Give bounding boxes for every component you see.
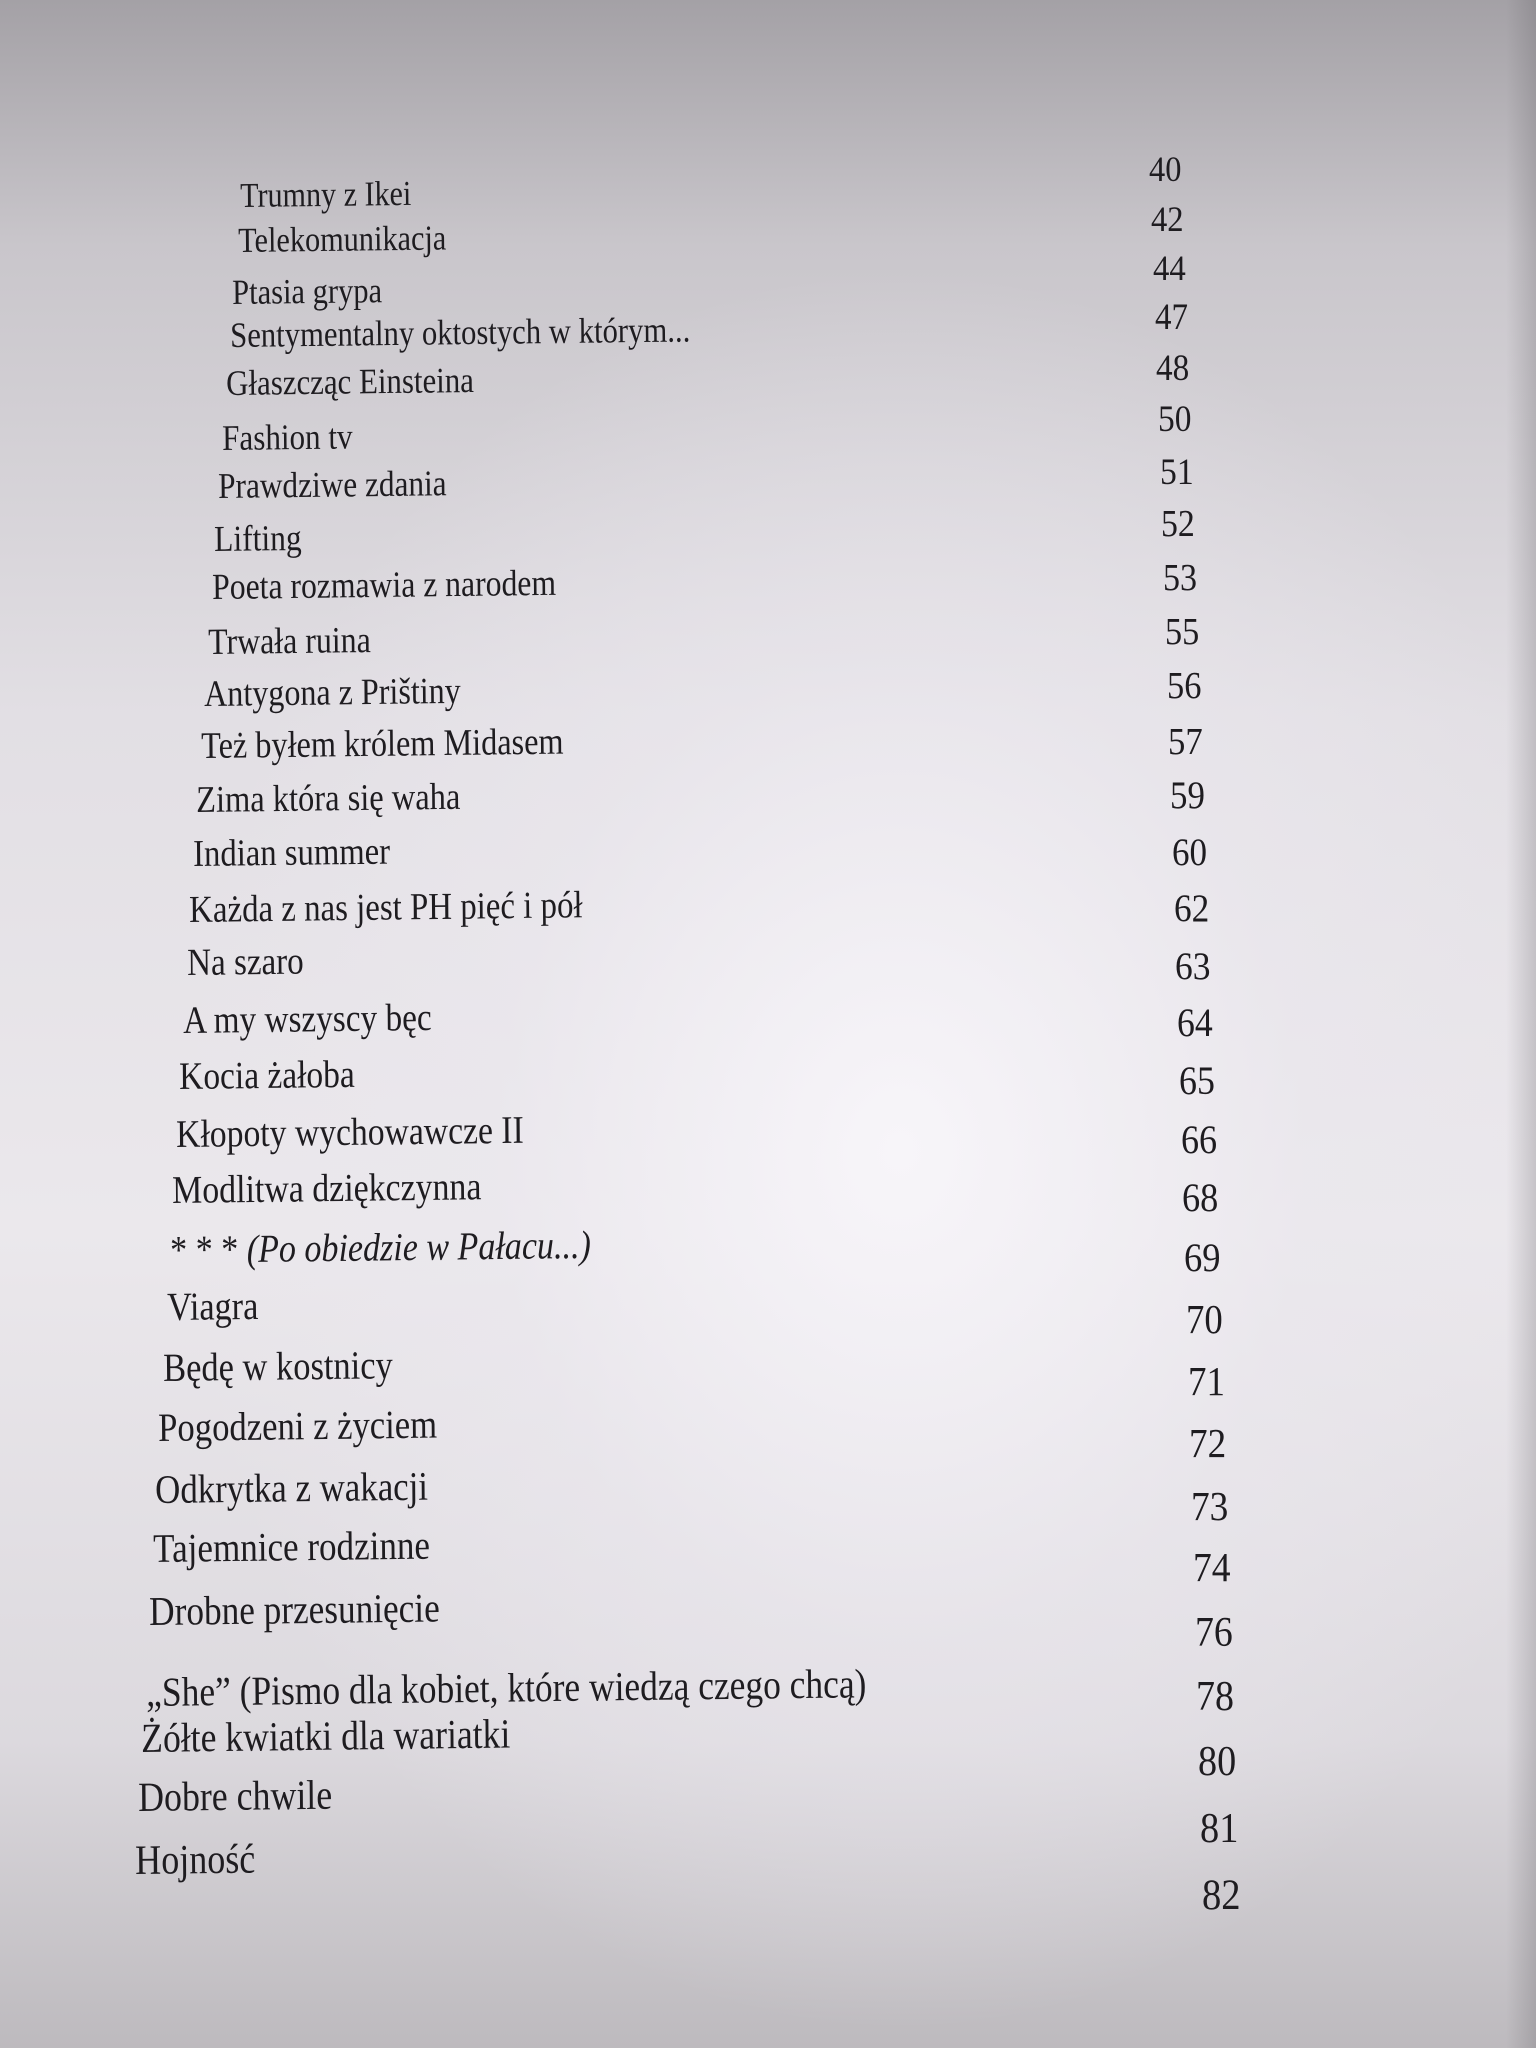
title-text: * * * (169, 1226, 247, 1272)
toc-entry-page-number: 73 (1191, 1482, 1229, 1529)
toc-entry-page-number: 68 (1182, 1175, 1219, 1221)
toc-entry-page-number: 52 (1161, 503, 1196, 546)
toc-entry-title: Pogodzeni z życiem (157, 1401, 438, 1450)
toc-entry-page-number: 40 (1149, 149, 1182, 190)
toc-entry-page-number: 69 (1184, 1235, 1221, 1281)
title-text: Antygona z Prištiny (203, 671, 461, 716)
toc-entry-title: Kłopoty wychowawcze II (176, 1108, 525, 1156)
toc-entry-page-number: 65 (1178, 1058, 1215, 1104)
title-text: Kłopoty wychowawcze II (176, 1108, 525, 1156)
toc-entry-title: Zima która się waha (195, 775, 461, 821)
toc-entry-title: Drobne przesunięcie (148, 1584, 440, 1635)
toc-entry-page-number: 78 (1196, 1672, 1235, 1720)
toc-entry-page-number: 63 (1175, 943, 1211, 988)
toc-entry-page-number: 74 (1192, 1545, 1231, 1592)
title-text: Na szaro (186, 940, 304, 985)
title-text: Trwała ruina (207, 620, 371, 664)
toc-entry-page-number: 48 (1156, 347, 1190, 389)
title-text: Będę w kostnicy (163, 1342, 394, 1390)
toc-entry-title: Też byłem królem Midasem (201, 721, 564, 768)
toc-entry-title: Hojność (134, 1836, 255, 1885)
toc-entry-page-number: 66 (1180, 1116, 1217, 1162)
toc-entry-page-number: 60 (1171, 831, 1207, 875)
toc-entry-title: Kocia żałoba (178, 1052, 355, 1098)
title-text: Głaszcząc Einsteina (225, 360, 475, 404)
toc-entry-title: Każda z nas jest PH pięć i pół (189, 884, 584, 931)
toc-entry-title: Antygona z Prištiny (203, 671, 461, 716)
title-text: Tajemnice rodzinne (152, 1522, 430, 1571)
toc-entry-title: Żółte kwiatki dla wariatki (141, 1710, 511, 1761)
toc-entry-page-number: 42 (1151, 198, 1184, 239)
toc-entry-page-number: 44 (1152, 248, 1186, 289)
toc-entry-page-number: 57 (1168, 720, 1204, 763)
toc-entry-title: Lifting (214, 517, 302, 560)
title-text: Trumny z Ikei (240, 173, 412, 215)
toc-entry-title: Indian summer (193, 830, 391, 875)
toc-entry-page-number: 55 (1164, 611, 1200, 654)
title-text: Sentymentalny oktostych w którym... (229, 309, 691, 356)
toc-entry-title: A my wszyscy bęc (182, 996, 432, 1042)
toc-entry-page-number: 72 (1189, 1420, 1227, 1467)
toc-entry-page-number: 59 (1170, 774, 1206, 818)
title-text: Hojność (134, 1836, 255, 1885)
title-text: Kocia żałoba (178, 1052, 355, 1098)
title-text: Żółte kwiatki dla wariatki (141, 1710, 511, 1761)
toc-entry-page-number: 64 (1177, 1000, 1213, 1045)
toc-entry-page-number: 56 (1166, 664, 1202, 707)
toc-entry-title: Ptasia grypa (232, 270, 383, 313)
title-text: Też byłem królem Midasem (201, 721, 564, 768)
toc-entry-title: Tajemnice rodzinne (152, 1522, 430, 1571)
toc-entry-title: Prawdziwe zdania (218, 463, 447, 506)
toc-entry-title: Viagra (167, 1283, 259, 1329)
toc-entry-title: Modlitwa dziękczynna (172, 1164, 482, 1212)
toc-entry-title: Fashion tv (221, 416, 353, 458)
title-text: Każda z nas jest PH pięć i pół (189, 884, 584, 931)
toc-entry-title: Poeta rozmawia z narodem (211, 562, 556, 608)
toc-entry-title: Dobre chwile (138, 1772, 333, 1821)
toc-entry-page-number: 50 (1157, 399, 1192, 441)
title-text: Ptasia grypa (232, 270, 383, 313)
toc-entry-title: Będę w kostnicy (163, 1342, 394, 1390)
title-text: Drobne przesunięcie (148, 1584, 440, 1635)
title-text: Indian summer (193, 830, 391, 875)
toc-entry-page-number: 82 (1201, 1872, 1241, 1920)
toc-entry-page-number: 51 (1159, 452, 1194, 494)
toc-entry-title: Głaszcząc Einsteina (225, 360, 475, 404)
title-text: Zima która się waha (195, 775, 461, 821)
toc-entry-title: Telekomunikacja (237, 218, 447, 261)
toc-entry-page-number: 47 (1154, 296, 1188, 338)
toc-entry-title: Trwała ruina (207, 620, 371, 664)
toc-entry-title: Na szaro (186, 940, 304, 985)
toc-entry-title: Odkrytka z wakacji (155, 1463, 429, 1513)
title-italic-text: (Po obiedzie w Pałacu...) (246, 1222, 591, 1271)
toc-entry-page-number: 70 (1185, 1296, 1223, 1342)
title-text: Fashion tv (221, 416, 353, 458)
title-text: Viagra (167, 1283, 259, 1329)
toc-entry-title: Sentymentalny oktostych w którym... (229, 309, 691, 356)
toc-entry-page-number: 62 (1173, 887, 1209, 931)
toc-entry-title: Trumny z Ikei (240, 173, 412, 215)
page-edge-shadow (1506, 0, 1536, 2048)
toc-entry-page-number: 81 (1199, 1804, 1239, 1852)
title-text: Lifting (214, 517, 302, 560)
toc-entry-title: „She” (Pismo dla kobiet, które wiedzą cz… (146, 1660, 867, 1716)
toc-entry-page-number: 71 (1187, 1357, 1225, 1404)
title-text: Prawdziwe zdania (218, 463, 447, 506)
title-text: Dobre chwile (138, 1772, 333, 1821)
title-text: Modlitwa dziękczynna (172, 1164, 482, 1212)
toc-entry-page-number: 80 (1198, 1738, 1237, 1786)
title-text: Pogodzeni z życiem (157, 1401, 438, 1450)
title-text: A my wszyscy bęc (182, 996, 432, 1042)
toc-entry-page-number: 76 (1194, 1610, 1233, 1657)
toc-entry-title: * * * (Po obiedzie w Pałacu...) (169, 1222, 591, 1272)
title-text: Telekomunikacja (237, 218, 447, 261)
title-text: Poeta rozmawia z narodem (211, 562, 556, 608)
toc-entry-page-number: 53 (1163, 556, 1198, 599)
title-text: „She” (Pismo dla kobiet, które wiedzą cz… (146, 1660, 867, 1716)
title-text: Odkrytka z wakacji (155, 1463, 429, 1513)
